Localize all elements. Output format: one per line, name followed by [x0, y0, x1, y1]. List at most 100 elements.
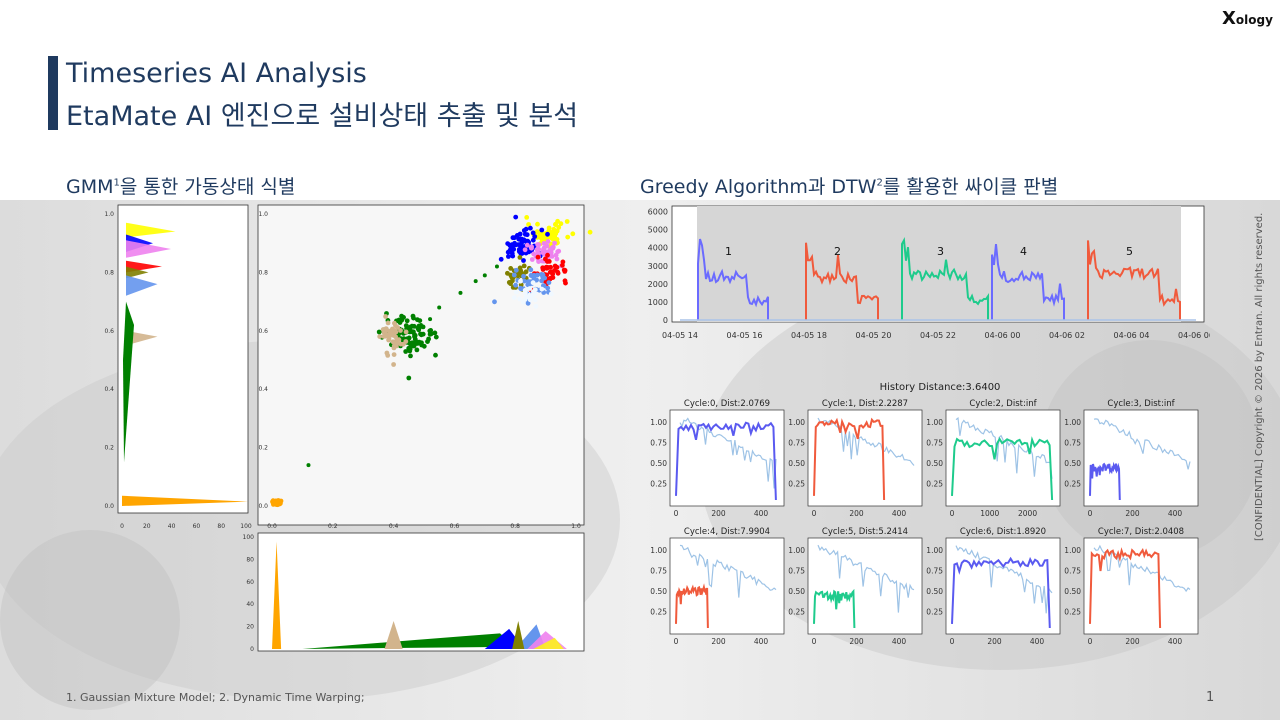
cycle-y-tick: 1.00 — [788, 418, 805, 427]
scatter-point — [545, 285, 551, 291]
scatter-point — [400, 341, 406, 347]
y-marginal-y-tick: 0.2 — [104, 445, 114, 452]
cycle-series-line — [675, 421, 777, 501]
cycle-label: 3 — [937, 245, 944, 258]
scatter-point — [412, 333, 418, 338]
cycle-series-line — [951, 436, 1054, 501]
scatter-point — [508, 281, 513, 287]
scatter-point — [408, 353, 413, 359]
y-marginal-y-tick: 0.0 — [104, 503, 114, 510]
scatter-point — [510, 235, 516, 241]
cycle-panel-title: Cycle:6, Dist:1.8920 — [960, 527, 1046, 537]
cycle-panel: Cycle:1, Dist:2.2287 0.25 0.50 0.75 1.00 0 200… — [788, 399, 923, 518]
scatter-point — [492, 299, 497, 305]
scatter-point — [401, 315, 406, 320]
cycle-y-tick: 0.50 — [1064, 459, 1081, 468]
cycle-y-tick: 0.75 — [1064, 567, 1081, 576]
cycle-label: 2 — [834, 245, 841, 258]
scatter-point — [570, 231, 576, 237]
scatter-point — [542, 236, 547, 241]
scatter-point — [411, 315, 416, 321]
scatter-point — [545, 252, 550, 258]
scatter-y-tick: 0.2 — [258, 445, 268, 452]
x-marginal-y-tick: 40 — [246, 601, 254, 608]
scatter-point — [543, 256, 548, 262]
cycle-y-tick: 0.25 — [1064, 608, 1081, 617]
scatter-x-tick: 0.2 — [328, 523, 338, 530]
cycle-y-tick: 0.75 — [1064, 439, 1081, 448]
cycle-y-tick: 0.25 — [650, 480, 667, 489]
y-marginal-y-tick: 1.0 — [104, 211, 114, 218]
scatter-point — [418, 322, 423, 327]
timeline-x-tick: 04-06 06 — [1178, 331, 1210, 340]
cycle-y-tick: 0.50 — [926, 587, 943, 596]
scatter-point — [562, 268, 568, 273]
cycle-panel-title: Cycle:0, Dist:2.0769 — [684, 399, 770, 409]
scatter-point — [541, 241, 547, 246]
cycle-comparison-grid: History Distance:3.6400 Cycle:0, Dist:2.… — [650, 382, 1199, 646]
scatter-point — [406, 375, 412, 381]
x-marginal-y-tick: 100 — [243, 534, 255, 541]
scatter-point — [377, 334, 383, 339]
y-marginal-y-tick: 0.4 — [104, 386, 114, 393]
scatter-point — [544, 264, 549, 270]
timeline-series-line — [991, 244, 1065, 320]
scatter-point — [383, 326, 389, 332]
copyright-notice: [CONFIDENTIAL] Copyright © 2026 by Entra… — [1254, 212, 1265, 541]
scatter-point — [552, 240, 557, 246]
timeline-y-tick: 3000 — [648, 262, 668, 271]
scatter-point — [508, 246, 514, 252]
cycle-y-tick: 0.75 — [926, 439, 943, 448]
scatter-point — [521, 278, 527, 284]
scatter-point — [408, 324, 413, 330]
scatter-point — [306, 463, 311, 468]
scatter-point — [587, 229, 593, 235]
timeline-series-line — [1087, 240, 1181, 320]
scatter-point — [523, 238, 528, 244]
cycle-x-tick: 0 — [674, 509, 679, 518]
cycle-x-tick: 400 — [1030, 637, 1045, 646]
scatter-point — [532, 297, 538, 303]
cycle-panel-title: Cycle:1, Dist:2.2287 — [822, 399, 908, 409]
timeline-x-tick: 04-06 02 — [1049, 331, 1085, 340]
scatter-point — [517, 296, 522, 302]
scatter-point — [514, 233, 520, 238]
y-marginal-shape — [126, 266, 149, 279]
gmm-axis-ticks: 0.0 0.2 0.4 0.6 0.8 1.0 0.0 0.2 0.4 0.6 0.8 1.0 0 20 4… — [104, 211, 580, 653]
y-marginal-y-tick: 0.6 — [104, 328, 114, 335]
scatter-point — [529, 244, 534, 250]
cycle-series-line — [1089, 461, 1121, 501]
cycle-series-line — [813, 417, 886, 501]
timeline-series: 1 2 3 4 5 0 1000 2000 3000 4000 5000 6000 04-05 14 04… — [648, 208, 1210, 340]
scatter-y-tick: 0.4 — [258, 386, 268, 393]
cycle-x-tick: 200 — [1125, 637, 1140, 646]
scatter-x-tick: 0.6 — [450, 523, 460, 530]
scatter-point — [393, 323, 398, 328]
cycle-panel: Cycle:7, Dist:2.0408 0.25 0.50 0.75 1.00 0 200… — [1064, 527, 1199, 646]
scatter-point — [519, 251, 524, 256]
scatter-point — [513, 267, 519, 273]
cycle-label: 1 — [725, 245, 732, 258]
scatter-point — [510, 253, 516, 259]
y-marginal-shape — [126, 240, 171, 258]
scatter-point — [411, 323, 417, 329]
cycle-series-line — [675, 583, 709, 629]
cycle-x-tick: 400 — [892, 637, 907, 646]
timeline-series-line — [697, 238, 769, 320]
scatter-point — [521, 273, 526, 279]
cycle-x-tick: 200 — [849, 637, 864, 646]
scatter-point — [546, 280, 552, 285]
y-marginal-shape — [123, 301, 134, 463]
page-subtitle: EtaMate AI 엔진으로 설비상태 추출 및 분석 — [66, 101, 579, 132]
cycle-y-tick: 0.75 — [650, 439, 667, 448]
scatter-point — [398, 328, 403, 333]
cycle-y-tick: 0.50 — [650, 587, 667, 596]
reference-line — [1093, 544, 1191, 593]
timeline-y-tick: 0 — [663, 316, 668, 325]
scatter-point — [394, 340, 400, 346]
cycle-panels: Cycle:0, Dist:2.0769 0.25 0.50 0.75 1.00 0 200… — [650, 399, 1199, 646]
timeline-y-tick: 6000 — [648, 208, 668, 217]
scatter-point — [548, 291, 554, 297]
scatter-point — [517, 255, 523, 260]
y-marginal-x-tick: 0 — [120, 523, 124, 530]
